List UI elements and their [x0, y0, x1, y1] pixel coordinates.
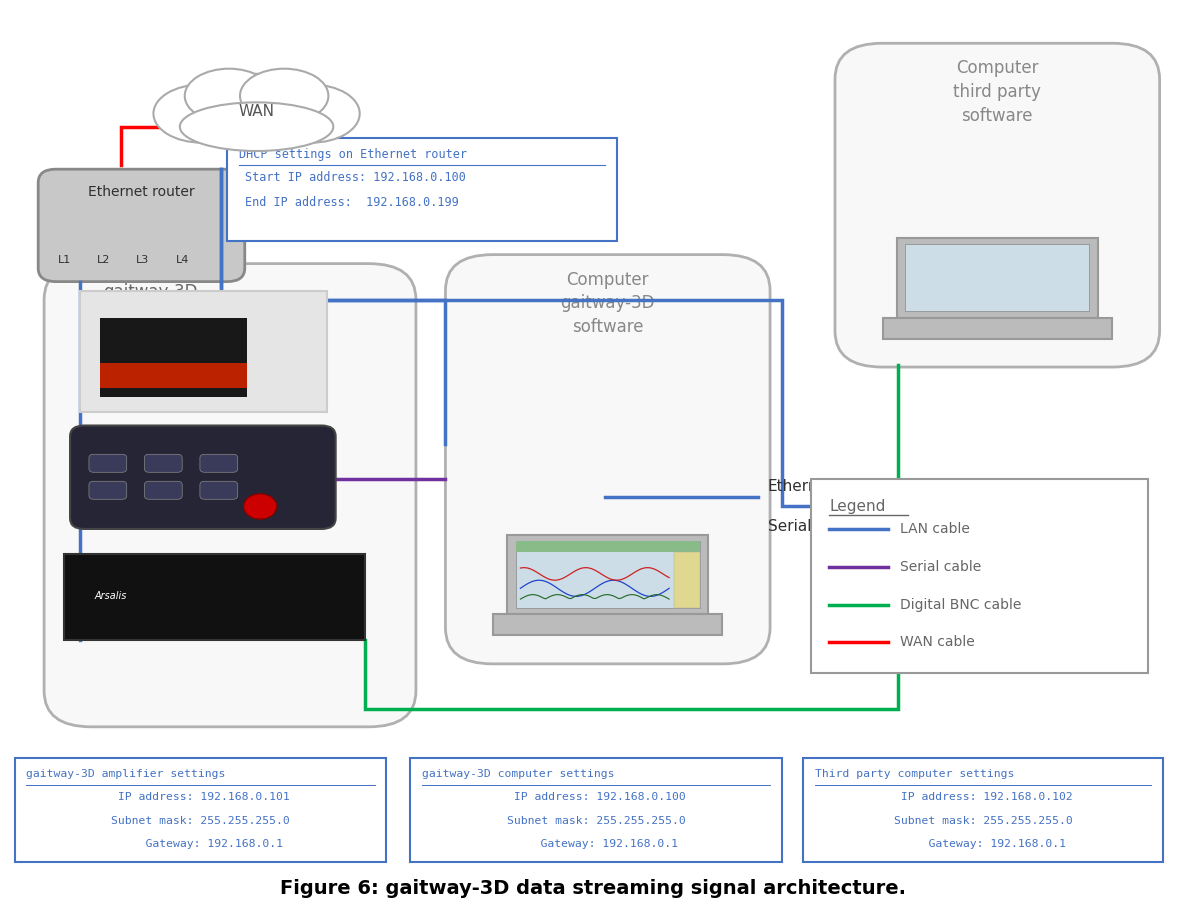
FancyBboxPatch shape [70, 425, 336, 529]
Ellipse shape [240, 69, 329, 123]
FancyBboxPatch shape [508, 535, 708, 614]
FancyBboxPatch shape [145, 454, 183, 472]
Text: Digital I/O: Digital I/O [912, 571, 988, 586]
Text: L4: L4 [176, 255, 189, 265]
Text: Third party computer settings: Third party computer settings [815, 769, 1014, 779]
FancyBboxPatch shape [835, 43, 1160, 367]
Text: IP address: 192.168.0.100: IP address: 192.168.0.100 [506, 793, 686, 803]
Text: L2: L2 [96, 255, 110, 265]
Ellipse shape [153, 84, 249, 143]
Text: DHCP settings on Ethernet router: DHCP settings on Ethernet router [238, 148, 467, 161]
FancyBboxPatch shape [64, 554, 365, 640]
Text: Subnet mask: 255.255.255.0: Subnet mask: 255.255.255.0 [894, 816, 1072, 826]
Text: L3: L3 [135, 255, 148, 265]
Text: L1: L1 [58, 255, 71, 265]
Text: Computer
third party
software: Computer third party software [954, 60, 1041, 125]
Text: End IP address:  192.168.0.199: End IP address: 192.168.0.199 [244, 196, 459, 209]
FancyBboxPatch shape [227, 138, 617, 241]
Text: Start IP address: 192.168.0.100: Start IP address: 192.168.0.100 [244, 171, 466, 184]
FancyBboxPatch shape [493, 614, 722, 635]
FancyBboxPatch shape [200, 454, 237, 472]
FancyBboxPatch shape [516, 541, 700, 552]
Ellipse shape [180, 102, 333, 151]
FancyBboxPatch shape [811, 480, 1148, 672]
Text: Gateway: 192.168.0.1: Gateway: 192.168.0.1 [514, 839, 678, 849]
Ellipse shape [185, 69, 273, 123]
Text: IP address: 192.168.0.101: IP address: 192.168.0.101 [111, 793, 289, 803]
Text: WAN: WAN [238, 104, 275, 119]
Ellipse shape [264, 84, 359, 143]
Text: Figure 6: gaitway-3D data streaming signal architecture.: Figure 6: gaitway-3D data streaming sign… [280, 879, 906, 898]
FancyBboxPatch shape [38, 169, 244, 281]
Text: gaitway-3D amplifier settings: gaitway-3D amplifier settings [26, 769, 225, 779]
FancyBboxPatch shape [674, 552, 700, 608]
Text: WAN cable: WAN cable [900, 635, 975, 649]
FancyBboxPatch shape [89, 481, 127, 500]
Text: Ethernet: Ethernet [912, 532, 977, 548]
FancyBboxPatch shape [100, 363, 247, 387]
Text: Gateway: 192.168.0.1: Gateway: 192.168.0.1 [117, 839, 283, 849]
Text: Ethernet router: Ethernet router [88, 186, 195, 199]
Text: gaitway-3D: gaitway-3D [103, 283, 198, 301]
Text: gaitway-3D computer settings: gaitway-3D computer settings [422, 769, 614, 779]
Text: Gateway: 192.168.0.1: Gateway: 192.168.0.1 [900, 839, 1066, 849]
FancyBboxPatch shape [516, 541, 700, 608]
FancyBboxPatch shape [882, 318, 1111, 338]
Text: LAN cable: LAN cable [900, 522, 970, 536]
Text: Computer
gaitway-3D
software: Computer gaitway-3D software [561, 271, 655, 336]
FancyBboxPatch shape [145, 481, 183, 500]
Text: Subnet mask: 255.255.255.0: Subnet mask: 255.255.255.0 [506, 816, 686, 826]
FancyBboxPatch shape [905, 244, 1090, 311]
Text: Serial or USB: Serial or USB [767, 519, 868, 534]
Circle shape [243, 494, 276, 519]
Text: Legend: Legend [829, 500, 886, 514]
FancyBboxPatch shape [89, 454, 127, 472]
Text: Ethernet: Ethernet [767, 479, 834, 494]
FancyBboxPatch shape [14, 758, 387, 862]
FancyBboxPatch shape [803, 758, 1163, 862]
Text: Serial cable: Serial cable [900, 559, 981, 574]
FancyBboxPatch shape [44, 263, 416, 727]
FancyBboxPatch shape [200, 481, 237, 500]
FancyBboxPatch shape [410, 758, 782, 862]
FancyBboxPatch shape [446, 254, 770, 664]
Text: IP address: 192.168.0.102: IP address: 192.168.0.102 [894, 793, 1072, 803]
Text: Arsalis: Arsalis [95, 591, 127, 602]
FancyBboxPatch shape [100, 318, 247, 396]
Text: Subnet mask: 255.255.255.0: Subnet mask: 255.255.255.0 [111, 816, 289, 826]
Ellipse shape [183, 74, 330, 144]
FancyBboxPatch shape [897, 238, 1097, 318]
Text: Digital BNC cable: Digital BNC cable [900, 597, 1021, 612]
FancyBboxPatch shape [79, 291, 327, 412]
